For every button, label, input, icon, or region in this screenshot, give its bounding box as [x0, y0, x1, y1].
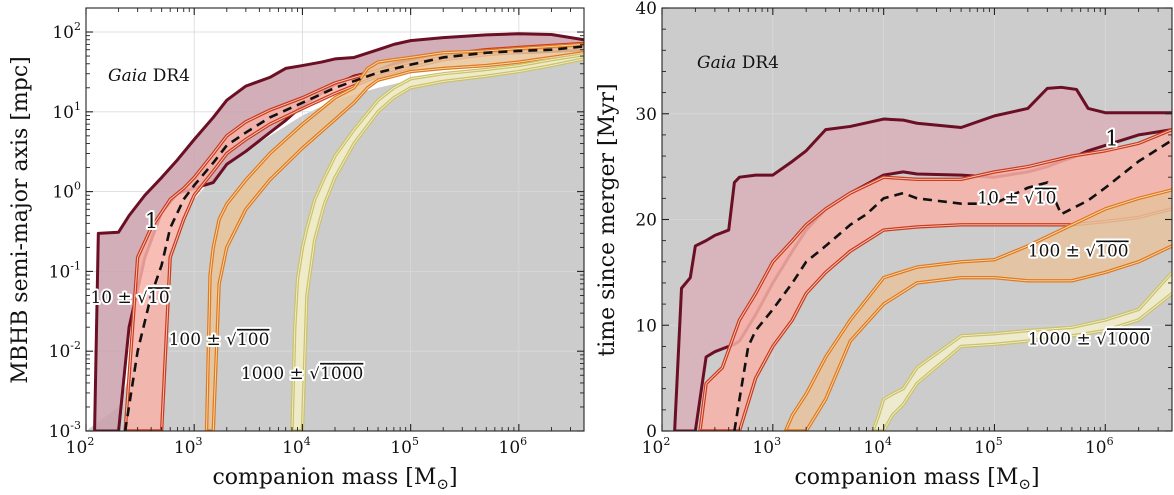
right-y-tick-label-2: 20	[635, 211, 657, 231]
left-band-label-3: 1000 ± √1000	[241, 364, 363, 384]
left-band-label-1-sqrt: √	[137, 288, 148, 308]
right-y-tick-label-3: 30	[635, 105, 657, 125]
left-band-3-upper-highlight	[291, 54, 584, 431]
right-band-label-1-text: 10 ±	[977, 189, 1024, 209]
right-x-tick-label-0: 102	[642, 435, 671, 458]
right-band-label-2-sqrt: √	[1085, 242, 1096, 262]
left-x-tick-label-1: 103	[174, 435, 203, 458]
right-y-tick-label-1: 10	[635, 316, 657, 336]
right-band-label-1-sqrt: √	[1024, 189, 1035, 209]
right-band-0	[674, 87, 1172, 431]
left-y-axis-label: MBHB semi-major axis [mpc]	[8, 56, 33, 384]
left-y-tick-label-5: 102	[52, 20, 81, 43]
left-annotation: Gaia DR4	[108, 66, 190, 86]
right-band-label-1-radicand: 10	[1035, 189, 1057, 209]
left-median-line	[123, 45, 584, 431]
left-band-label-2-sqrt: √	[226, 330, 237, 350]
left-y-tick-label-2: 10-1	[49, 259, 81, 282]
right-band-label-3: 1000 ± √1000	[1028, 329, 1150, 349]
left-y-tick-label-3: 100	[52, 180, 81, 203]
left-band-label-0: 1	[145, 209, 158, 233]
right-band-2-lower-highlight	[785, 245, 1172, 431]
left-xlabel-end: ]	[449, 465, 458, 490]
left-xlabel-main: companion mass [M	[212, 465, 436, 490]
left-x-tick-label-2: 104	[282, 435, 311, 458]
right-x-tick-label-4: 106	[1085, 435, 1114, 458]
right-annotation-rest: DR4	[736, 53, 779, 73]
left-y-tick-label-1: 10-2	[49, 339, 81, 362]
left-x-tick-label-4: 106	[499, 435, 528, 458]
right-x-axis-label: companion mass [M⊙]	[794, 465, 1039, 493]
right-band-1	[699, 129, 1172, 431]
left-x-tick-label-3: 105	[390, 435, 419, 458]
right-band-2	[785, 189, 1172, 431]
left-x-axis-label: companion mass [M⊙]	[212, 465, 457, 493]
left-band-1	[125, 43, 584, 431]
right-axis-ticks: 102 103 104 105 106 0 10 20 30 40	[635, 0, 1173, 458]
left-band-label-1: 10 ± √10	[90, 288, 169, 308]
right-band-3-lower-highlight	[872, 293, 1172, 431]
left-band-label-1-text: 10 ±	[90, 288, 137, 308]
left-annotation-italic: Gaia	[108, 66, 147, 86]
left-band-3-lower-highlight	[291, 58, 584, 431]
right-band-label-2-text: 100 ±	[1028, 242, 1086, 262]
left-band-label-2-radicand: 100	[237, 330, 269, 350]
right-band-3-upper-highlight	[872, 272, 1172, 431]
right-annotation: Gaia DR4	[697, 53, 779, 73]
right-y-tick-label-0: 0	[646, 422, 657, 442]
left-band-2-lower-highlight	[206, 52, 584, 431]
right-annotation-italic: Gaia	[697, 53, 736, 73]
right-band-label-3-sqrt: √	[1096, 329, 1107, 349]
right-band-label-3-radicand: 1000	[1107, 329, 1150, 349]
left-xlabel-sub: ⊙	[436, 475, 449, 493]
right-band-label-2-radicand: 100	[1096, 242, 1128, 262]
right-xlabel-sub: ⊙	[1018, 475, 1031, 493]
left-annotation-rest: DR4	[147, 66, 190, 86]
right-y-axis-label: time since merger [Myr]	[595, 83, 620, 356]
right-band-label-0-text: 1	[1105, 126, 1118, 150]
right-x-tick-label-1: 103	[752, 435, 781, 458]
left-band-2	[206, 44, 584, 431]
right-band-0-upper-edge	[673, 85, 1172, 431]
left-band-0-upper-edge	[93, 32, 584, 431]
right-x-tick-label-3: 105	[974, 435, 1003, 458]
right-xlabel-end: ]	[1031, 465, 1040, 490]
left-y-tick-label-4: 101	[52, 100, 81, 123]
right-band-label-0: 1	[1105, 126, 1118, 150]
left-band-label-2-text: 100 ±	[169, 330, 227, 350]
right-band-label-2: 100 ± √100	[1028, 242, 1129, 262]
left-band-label-1-radicand: 10	[148, 288, 170, 308]
left-band-label-3-text: 1000 ±	[241, 364, 309, 384]
right-band-label-3-text: 1000 ±	[1028, 329, 1096, 349]
left-band-label-2: 100 ± √100	[169, 330, 270, 350]
right-xlabel-main: companion mass [M	[794, 465, 1018, 490]
left-band-0	[94, 33, 584, 431]
right-band-2-upper-highlight	[785, 189, 1172, 431]
left-x-tick-label-0: 102	[66, 435, 95, 458]
left-band-label-3-radicand: 1000	[320, 364, 363, 384]
right-y-tick-label-4: 40	[635, 0, 657, 19]
left-band-2-upper-highlight	[206, 43, 584, 431]
right-band-label-1: 10 ± √10	[977, 189, 1056, 209]
left-y-tick-label-0: 10-3	[49, 419, 81, 442]
left-band-label-3-sqrt: √	[309, 364, 320, 384]
left-band-label-0-text: 1	[145, 209, 158, 233]
right-band-1-upper-highlight	[699, 129, 1172, 431]
right-x-tick-label-2: 104	[863, 435, 892, 458]
